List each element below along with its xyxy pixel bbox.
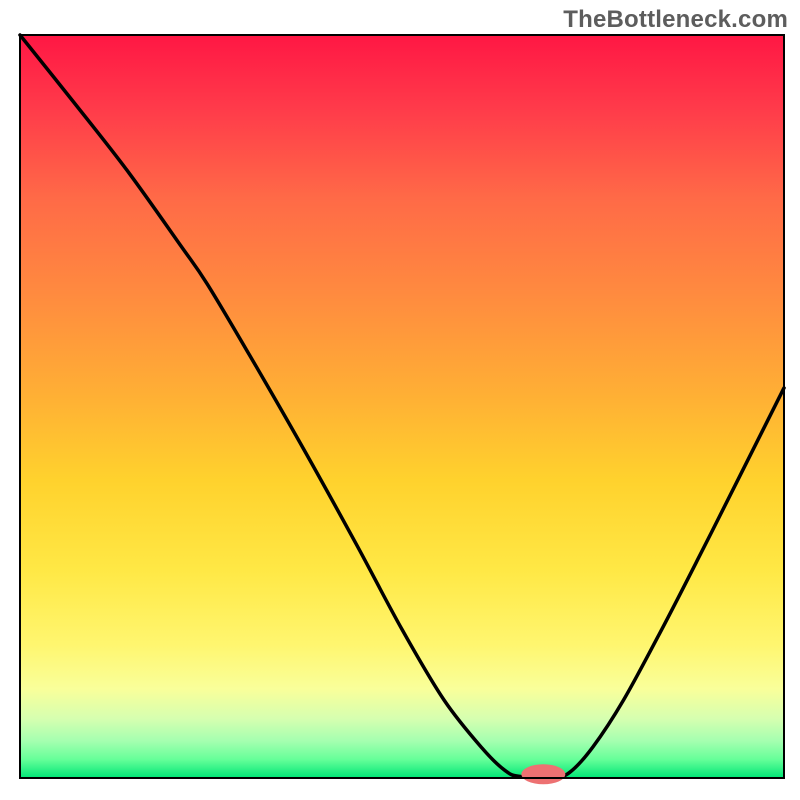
- optimal-marker: [521, 764, 565, 784]
- bottleneck-chart: [0, 0, 800, 800]
- chart-background: [20, 35, 784, 778]
- watermark-text: TheBottleneck.com: [563, 6, 788, 34]
- chart-container: TheBottleneck.com: [0, 0, 800, 800]
